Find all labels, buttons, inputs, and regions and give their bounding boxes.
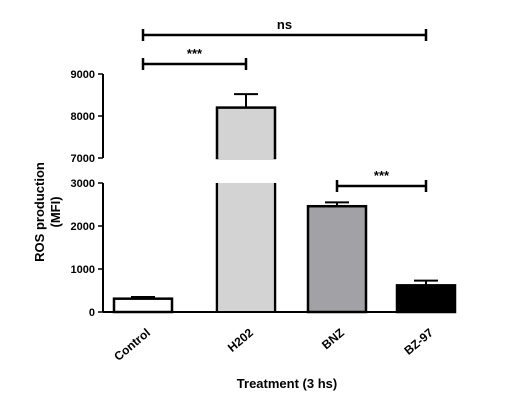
bar [112,297,174,314]
y-tick-label: 7000 [71,153,95,165]
bar-lower [218,183,274,312]
y-axis-title-line-2: (MFI) [48,196,63,227]
bar-break-cover [218,156,274,160]
significance-label: *** [187,46,203,61]
category-label: BZ-97 [401,325,436,357]
category-label: BNZ [319,326,347,353]
bar-upper [215,106,277,160]
bar [395,284,457,314]
bar-outline-lower [215,183,277,312]
y-tick-label: 0 [89,307,95,319]
category-label: Control [111,326,153,364]
y-tick-label: 3000 [71,178,95,190]
significance-label: *** [374,168,390,183]
y-tick-label: 9000 [71,69,95,81]
y-tick-label: 1000 [71,264,95,276]
significance-label: ns [277,17,292,32]
y-tick-label: 2000 [71,221,95,233]
bar [306,204,368,314]
x-axis-title: Treatment (3 hs) [237,376,337,391]
category-label: H202 [225,325,256,354]
y-tick-label: 8000 [71,111,95,123]
y-axis-title-line-1: ROS production [32,162,47,262]
